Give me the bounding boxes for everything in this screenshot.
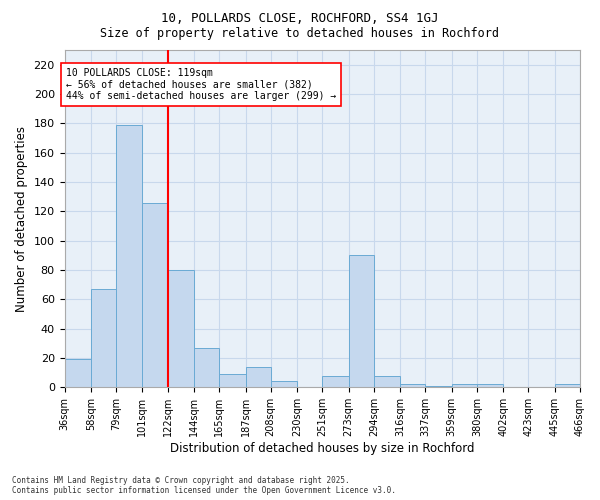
Bar — [477, 384, 503, 388]
Bar — [271, 382, 297, 388]
Bar — [167, 270, 194, 388]
Bar — [65, 360, 91, 388]
Bar — [116, 125, 142, 388]
Bar — [91, 289, 116, 388]
Bar — [349, 256, 374, 388]
Bar — [245, 367, 271, 388]
Bar — [374, 376, 400, 388]
Bar — [555, 384, 580, 388]
Text: 10 POLLARDS CLOSE: 119sqm
← 56% of detached houses are smaller (382)
44% of semi: 10 POLLARDS CLOSE: 119sqm ← 56% of detac… — [66, 68, 336, 101]
Bar — [425, 386, 452, 388]
Text: Contains HM Land Registry data © Crown copyright and database right 2025.
Contai: Contains HM Land Registry data © Crown c… — [12, 476, 396, 495]
Bar — [452, 384, 477, 388]
Y-axis label: Number of detached properties: Number of detached properties — [15, 126, 28, 312]
Bar — [322, 376, 349, 388]
Bar — [142, 202, 167, 388]
Bar — [194, 348, 219, 388]
Text: Size of property relative to detached houses in Rochford: Size of property relative to detached ho… — [101, 28, 499, 40]
X-axis label: Distribution of detached houses by size in Rochford: Distribution of detached houses by size … — [170, 442, 475, 455]
Bar — [219, 374, 245, 388]
Bar — [400, 384, 425, 388]
Text: 10, POLLARDS CLOSE, ROCHFORD, SS4 1GJ: 10, POLLARDS CLOSE, ROCHFORD, SS4 1GJ — [161, 12, 439, 26]
